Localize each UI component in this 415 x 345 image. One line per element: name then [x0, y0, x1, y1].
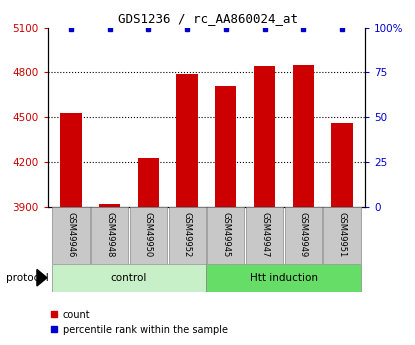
Bar	[246, 207, 283, 264]
Text: Htt induction: Htt induction	[250, 273, 318, 283]
Bar	[254, 67, 275, 207]
Text: GSM49945: GSM49945	[221, 212, 230, 257]
Text: GSM49948: GSM49948	[105, 211, 114, 257]
Text: GSM49951: GSM49951	[337, 212, 347, 257]
Legend: count, percentile rank within the sample: count, percentile rank within the sample	[46, 306, 232, 338]
Text: GSM49946: GSM49946	[66, 211, 76, 257]
Bar	[285, 207, 322, 264]
Polygon shape	[37, 269, 47, 286]
Text: control: control	[111, 273, 147, 283]
Bar	[331, 123, 353, 207]
Bar	[176, 74, 198, 207]
Bar	[60, 113, 82, 207]
Bar	[130, 207, 167, 264]
Bar	[51, 264, 207, 292]
Text: GSM49949: GSM49949	[299, 212, 308, 257]
Text: GSM49950: GSM49950	[144, 212, 153, 257]
Bar	[293, 65, 314, 207]
Bar	[138, 158, 159, 207]
Bar	[215, 86, 237, 207]
Bar	[207, 207, 244, 264]
Bar	[52, 207, 90, 264]
Bar	[207, 264, 361, 292]
Text: GSM49947: GSM49947	[260, 211, 269, 257]
Text: protocol: protocol	[6, 273, 49, 283]
Bar	[99, 204, 120, 207]
Bar	[168, 207, 206, 264]
Text: GSM49952: GSM49952	[183, 212, 192, 257]
Bar	[91, 207, 128, 264]
Bar	[323, 207, 361, 264]
Text: GDS1236 / rc_AA860024_at: GDS1236 / rc_AA860024_at	[117, 12, 298, 25]
